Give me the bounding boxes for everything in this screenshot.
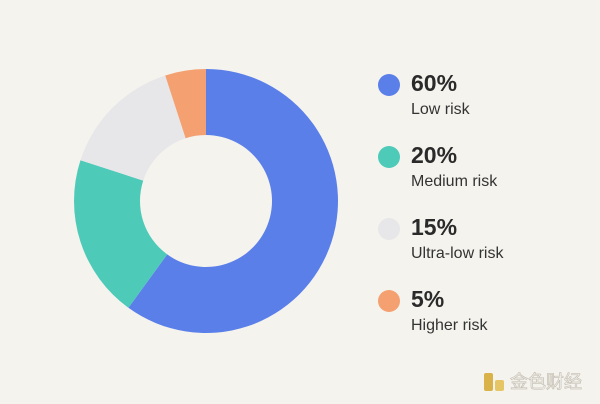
legend-label: Ultra-low risk (411, 245, 504, 262)
donut-segment (128, 69, 338, 333)
legend-value: 15% (411, 214, 457, 240)
donut-segment (80, 75, 186, 181)
donut-segment (74, 160, 168, 308)
legend-label: Medium risk (411, 173, 498, 190)
legend-value: 20% (411, 142, 457, 168)
legend-swatch (378, 74, 400, 96)
logo-part (484, 373, 493, 391)
watermark-logo (484, 373, 504, 391)
legend-label: Higher risk (411, 317, 488, 334)
logo-part (495, 380, 504, 391)
watermark: 金色财经 (510, 372, 582, 392)
legend-swatch (378, 146, 400, 168)
legend-swatch (378, 218, 400, 240)
donut-segment (165, 69, 206, 139)
legend-label: Low risk (411, 101, 471, 118)
legend-value: 60% (411, 70, 457, 96)
legend-swatch (378, 290, 400, 312)
legend-value: 5% (411, 286, 444, 312)
